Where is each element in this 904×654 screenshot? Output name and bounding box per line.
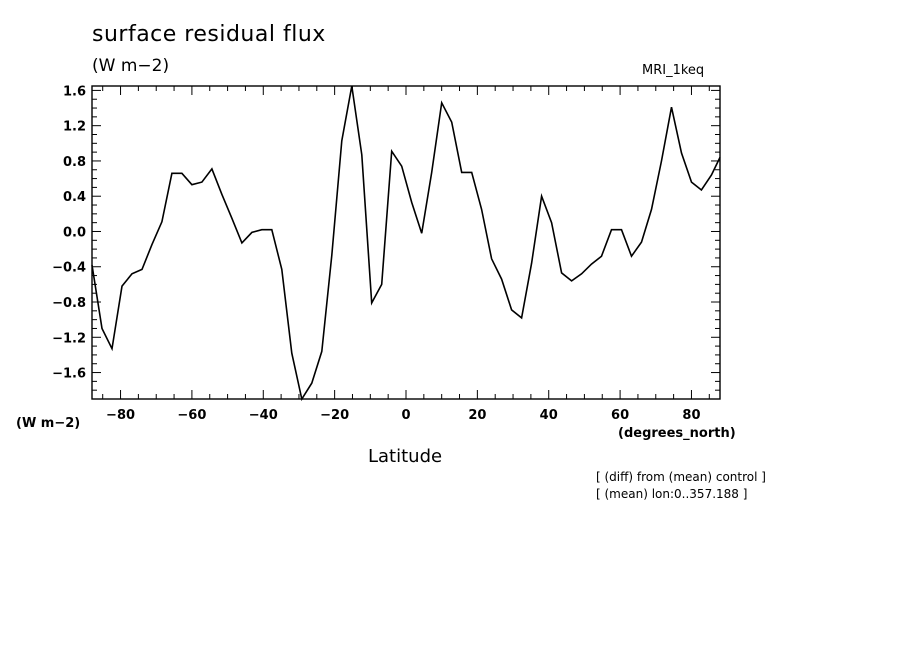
model-label: MRI_1keq: [642, 63, 705, 78]
x-tick-label: −40: [249, 408, 278, 423]
y-tick-label: −1.6: [52, 367, 86, 382]
y-tick-label: 1.2: [63, 120, 86, 135]
y-tick-label: −1.2: [52, 331, 86, 346]
units-label-top: (W m−2): [92, 56, 170, 76]
note-diff: [ (diff) from (mean) control ]: [596, 470, 766, 484]
x-units-label: (degrees_north): [618, 426, 736, 441]
x-tick-label: −60: [177, 408, 206, 423]
x-tick-label: 0: [401, 408, 410, 423]
y-tick-label: 1.6: [63, 84, 86, 99]
plot-frame: [91, 85, 721, 400]
y-tick-label: 0.8: [63, 155, 86, 170]
axis-tick-labels: −80 −60 −40 −20 0 20 40 60 80 −1.6 −1.2 −0.8 −0.4 0.0…: [52, 84, 700, 423]
x-tick-label: −20: [320, 408, 349, 423]
x-tick-label: 40: [540, 408, 558, 423]
note-mean: [ (mean) lon:0..357.188 ]: [596, 487, 748, 501]
x-tick-label: 80: [682, 408, 700, 423]
y-tick-label: 0.4: [63, 190, 86, 205]
x-tick-label: 60: [611, 408, 629, 423]
y-tick-label: −0.8: [52, 296, 86, 311]
y-tick-label: −0.4: [52, 261, 86, 276]
chart-title: surface residual flux: [92, 22, 326, 47]
x-tick-label: 20: [468, 408, 486, 423]
x-axis-label: Latitude: [368, 446, 443, 467]
series-line: [91, 85, 721, 402]
y-tick-label: 0.0: [63, 225, 86, 240]
y-units-label: (W m−2): [16, 416, 81, 431]
x-tick-label: −80: [106, 408, 135, 423]
